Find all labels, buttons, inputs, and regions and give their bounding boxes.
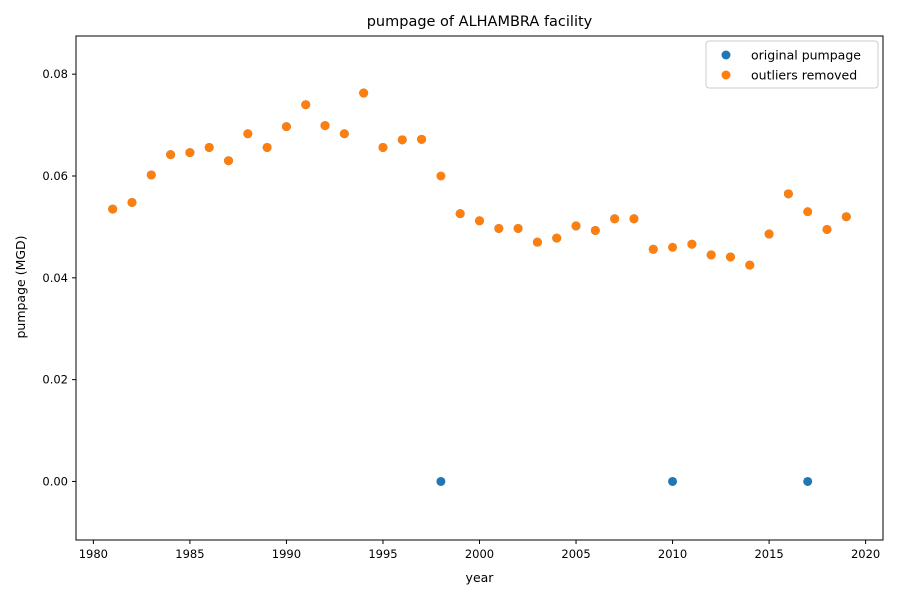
data-point	[127, 197, 137, 207]
axes: 1980 1985 1990 1995 2000 2005 2010 2015 2020 0.00…	[42, 35, 884, 561]
data-point	[378, 142, 388, 152]
data-point	[764, 229, 774, 239]
data-point	[783, 189, 793, 199]
data-point	[725, 252, 735, 262]
y-tick-label: 0.00	[42, 474, 68, 488]
data-point	[841, 212, 851, 222]
x-tick-label: 1990	[272, 547, 301, 561]
data-point	[629, 214, 639, 224]
x-tick-label: 1985	[175, 547, 204, 561]
data-point	[668, 242, 678, 252]
y-tick-label: 0.06	[42, 169, 68, 183]
data-point	[513, 223, 523, 233]
data-point	[185, 148, 195, 158]
data-point	[281, 122, 291, 132]
x-tick-label: 2010	[658, 547, 687, 561]
data-point	[668, 476, 678, 486]
data-point	[552, 233, 562, 243]
x-tick-label: 2020	[851, 547, 880, 561]
data-point	[803, 476, 813, 486]
data-point	[436, 476, 446, 486]
data-point	[494, 223, 504, 233]
data-point	[475, 216, 484, 226]
data-point	[745, 260, 755, 270]
data-point	[262, 142, 272, 152]
data-point	[359, 88, 369, 98]
data-point	[436, 171, 446, 181]
data-point	[803, 207, 813, 217]
legend-marker-outliers-removed	[721, 70, 731, 80]
data-point	[822, 224, 832, 234]
data-point	[204, 142, 214, 152]
data-point	[455, 209, 465, 219]
legend-label-outliers-removed: outliers removed	[751, 68, 857, 83]
data-point	[706, 250, 716, 260]
legend: original pumpage outliers removed	[705, 40, 879, 89]
x-tick-label: 1995	[368, 547, 397, 561]
series-outliers-removed	[108, 88, 851, 270]
legend-marker-original	[721, 50, 731, 60]
data-point	[108, 204, 118, 214]
data-point	[571, 221, 581, 231]
data-point	[648, 244, 658, 254]
y-tick-label: 0.02	[42, 373, 68, 387]
data-point	[532, 237, 542, 247]
y-tick-label: 0.04	[42, 271, 68, 285]
y-tick-label: 0.08	[42, 67, 68, 81]
x-tick-label: 1980	[79, 547, 108, 561]
data-point	[320, 121, 330, 131]
x-tick-label: 2000	[465, 547, 494, 561]
x-axis-label: year	[466, 570, 495, 585]
legend-label-original: original pumpage	[751, 48, 861, 63]
plot-area	[108, 88, 851, 486]
data-point	[243, 129, 253, 139]
data-point	[417, 134, 427, 144]
data-point	[224, 156, 234, 166]
data-point	[687, 239, 697, 249]
data-point	[590, 225, 600, 235]
data-point	[301, 100, 311, 110]
data-point	[146, 170, 156, 180]
data-point	[166, 150, 176, 160]
data-point	[339, 129, 349, 139]
x-tick-label: 2005	[561, 547, 590, 561]
data-point	[610, 214, 620, 224]
x-tick-label: 2015	[754, 547, 783, 561]
legend-frame	[705, 40, 879, 89]
y-axis-label: pumpage (MGD)	[13, 235, 28, 338]
data-point	[397, 135, 407, 145]
chart-title: pumpage of ALHAMBRA facility	[367, 14, 593, 30]
